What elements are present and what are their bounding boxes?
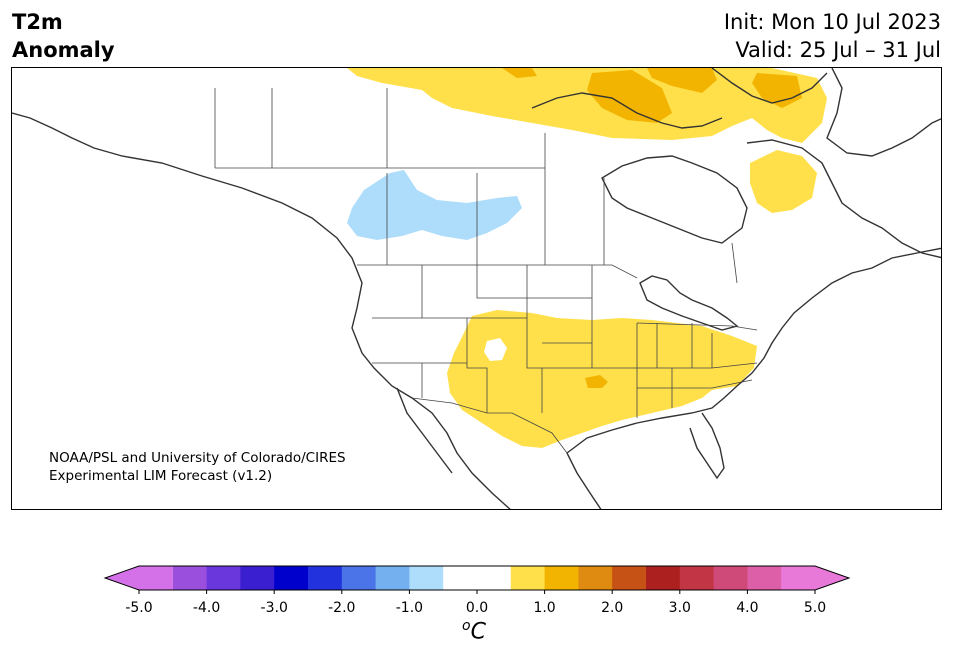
arctic-islands-2: [711, 68, 828, 104]
state-line-5: [542, 265, 593, 369]
colorbar-cell: [341, 566, 377, 590]
quebec-line: [731, 242, 738, 284]
colorbar-cell: [713, 566, 748, 590]
warm-anomaly-labrador: [750, 150, 817, 213]
labrador-coast: [746, 139, 941, 259]
baja-coastline: [396, 387, 453, 474]
colorbar-cell: [646, 566, 681, 590]
valid-date-range: Valid: 25 Jul – 31 Jul: [735, 38, 941, 62]
state-line-9: [372, 317, 467, 398]
strong-warm-patch-1: [587, 70, 672, 123]
variable-title: T2m Anomaly: [12, 8, 115, 64]
colorbar-tick-label: -1.0: [396, 600, 423, 616]
greenland-coast: [826, 68, 941, 157]
colorbar-tick-label: 4.0: [736, 600, 758, 616]
florida-coastline: [689, 412, 725, 480]
colorbar-cell: [679, 566, 715, 590]
colorbar-cell: [274, 566, 309, 590]
arctic-islands: [531, 92, 723, 129]
cool-anomaly-western-canada: [347, 170, 522, 240]
colorbar: -5.0 -4.0 -3.0 -2.0 -1.0 0.0 1.0 2.0 3.0 4.0 5.0: [103, 565, 851, 616]
credit-line2: Experimental LIM Forecast (v1.2): [49, 468, 273, 484]
colorbar-tick-label: 2.0: [601, 600, 623, 616]
strong-warm-patch-2: [647, 68, 717, 93]
colorbar-cell: [510, 566, 546, 590]
strong-warm-patch-oklahoma: [585, 375, 608, 388]
date-info: Init: Mon 10 Jul 2023 Valid: 25 Jul – 31…: [724, 8, 941, 64]
colorbar-cell: [781, 566, 849, 590]
colorbar-tick-label: 5.0: [804, 600, 826, 616]
colorbar-cell: [206, 566, 241, 590]
gulf-coastline: [566, 247, 941, 454]
colorbar-cell: [375, 566, 410, 590]
colorbar-tick-label: -4.0: [193, 600, 220, 616]
state-line-2: [467, 317, 543, 413]
pacific-coastline: [12, 112, 511, 509]
colorbar-tick-label: 1.0: [533, 600, 555, 616]
state-line-8: [636, 322, 758, 331]
colorbar-unit: oC: [462, 618, 486, 644]
colorbar-tick-label: -2.0: [328, 600, 355, 616]
anomaly-fills: [347, 68, 827, 448]
map-svg: [12, 68, 941, 509]
colorbar-unit-degree: o: [462, 618, 471, 634]
colorbar-cell: [172, 566, 208, 590]
colorbar-ticks: -5.0 -4.0 -3.0 -2.0 -1.0 0.0 1.0 2.0 3.0 4.0 5.0: [125, 590, 826, 616]
coastlines: [12, 68, 941, 509]
colorbar-tick-label: -3.0: [261, 600, 288, 616]
colorbar-cells: [103, 565, 851, 591]
colorbar-cell: [443, 566, 478, 590]
us-mexico-border: [411, 397, 568, 454]
colorbar-cell: [240, 566, 275, 590]
neutral-patch-utah: [484, 338, 507, 361]
variable-title-line2: Anomaly: [12, 38, 115, 62]
colorbar-cell: [544, 566, 579, 590]
state-line-7: [656, 323, 713, 368]
colorbar-cell: [477, 566, 512, 590]
colorbar-tick-label: -5.0: [125, 600, 152, 616]
state-line-10: [637, 379, 753, 389]
colorbar-cell: [308, 566, 343, 590]
state-line-3: [476, 265, 528, 318]
colorbar-cell: [612, 566, 647, 590]
anomaly-map: [11, 67, 942, 510]
political-borders: [214, 88, 758, 454]
colorbar-cell: [747, 566, 782, 590]
strong-warm-patch-4: [502, 68, 537, 78]
colorbar-tick-label: 3.0: [669, 600, 691, 616]
mexico-gulf-coast: [566, 452, 602, 509]
variable-title-line1: T2m: [12, 10, 63, 34]
colorbar-unit-letter: C: [470, 619, 486, 645]
colorbar-cell: [409, 566, 444, 590]
canada-us-border: [357, 264, 638, 279]
colorbar-cell: [578, 566, 613, 590]
credit-text: NOAA/PSL and University of Colorado/CIRE…: [49, 449, 346, 485]
credit-line1: NOAA/PSL and University of Colorado/CIRE…: [49, 450, 346, 466]
state-line-1: [421, 265, 488, 413]
init-date: Init: Mon 10 Jul 2023: [723, 10, 941, 34]
great-lakes: [639, 275, 739, 331]
colorbar-tick-label: 0.0: [466, 600, 488, 616]
colorbar-cell: [105, 566, 173, 590]
hudson-bay-coast: [601, 155, 748, 244]
territory-line-2: [271, 88, 388, 168]
